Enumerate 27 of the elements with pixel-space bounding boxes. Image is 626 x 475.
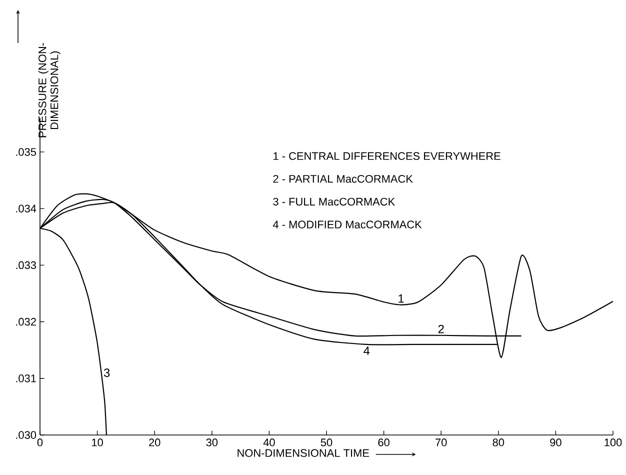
- x-tick-label: 80: [492, 438, 504, 446]
- series-label: 3: [104, 368, 110, 377]
- x-tick-label: 50: [320, 438, 332, 446]
- series-label: 2: [438, 324, 444, 334]
- y-tick-label: .034: [16, 204, 36, 212]
- x-tick-label: 90: [550, 438, 562, 446]
- y-tick-label: .031: [16, 374, 36, 382]
- x-tick-label: 20: [149, 438, 160, 446]
- series-label: 1: [398, 294, 404, 303]
- x-tick-label: 70: [436, 438, 447, 446]
- y-axis-title: PRESSURE (NON-DIMENSIONAL): [38, 43, 60, 138]
- series-label: 4: [364, 346, 370, 355]
- x-tick-label: 30: [206, 438, 218, 446]
- x-tick-label: 60: [378, 438, 390, 446]
- y-tick-label: .030: [16, 431, 36, 439]
- x-tick-label: 0: [37, 438, 43, 446]
- x-tick-label: 40: [263, 438, 275, 446]
- annotation: 3 - FULL MacCORMACK: [273, 198, 395, 206]
- y-tick-label: .032: [16, 318, 36, 326]
- x-tick-label: 100: [604, 438, 622, 446]
- y-tick-label: .035: [16, 148, 36, 156]
- annotation: 1 - CENTRAL DIFFERENCES EVERYWHERE: [274, 152, 500, 160]
- annotation: 2 - PARTIAL MacCORMACK: [273, 174, 413, 183]
- annotation: 4 - MODIFIED MacCORMACK: [272, 220, 422, 228]
- y-tick-label: .033: [16, 261, 36, 270]
- x-axis-title: NON-DIMENSIONAL TIME: [238, 449, 369, 457]
- x-tick-label: 10: [92, 438, 103, 446]
